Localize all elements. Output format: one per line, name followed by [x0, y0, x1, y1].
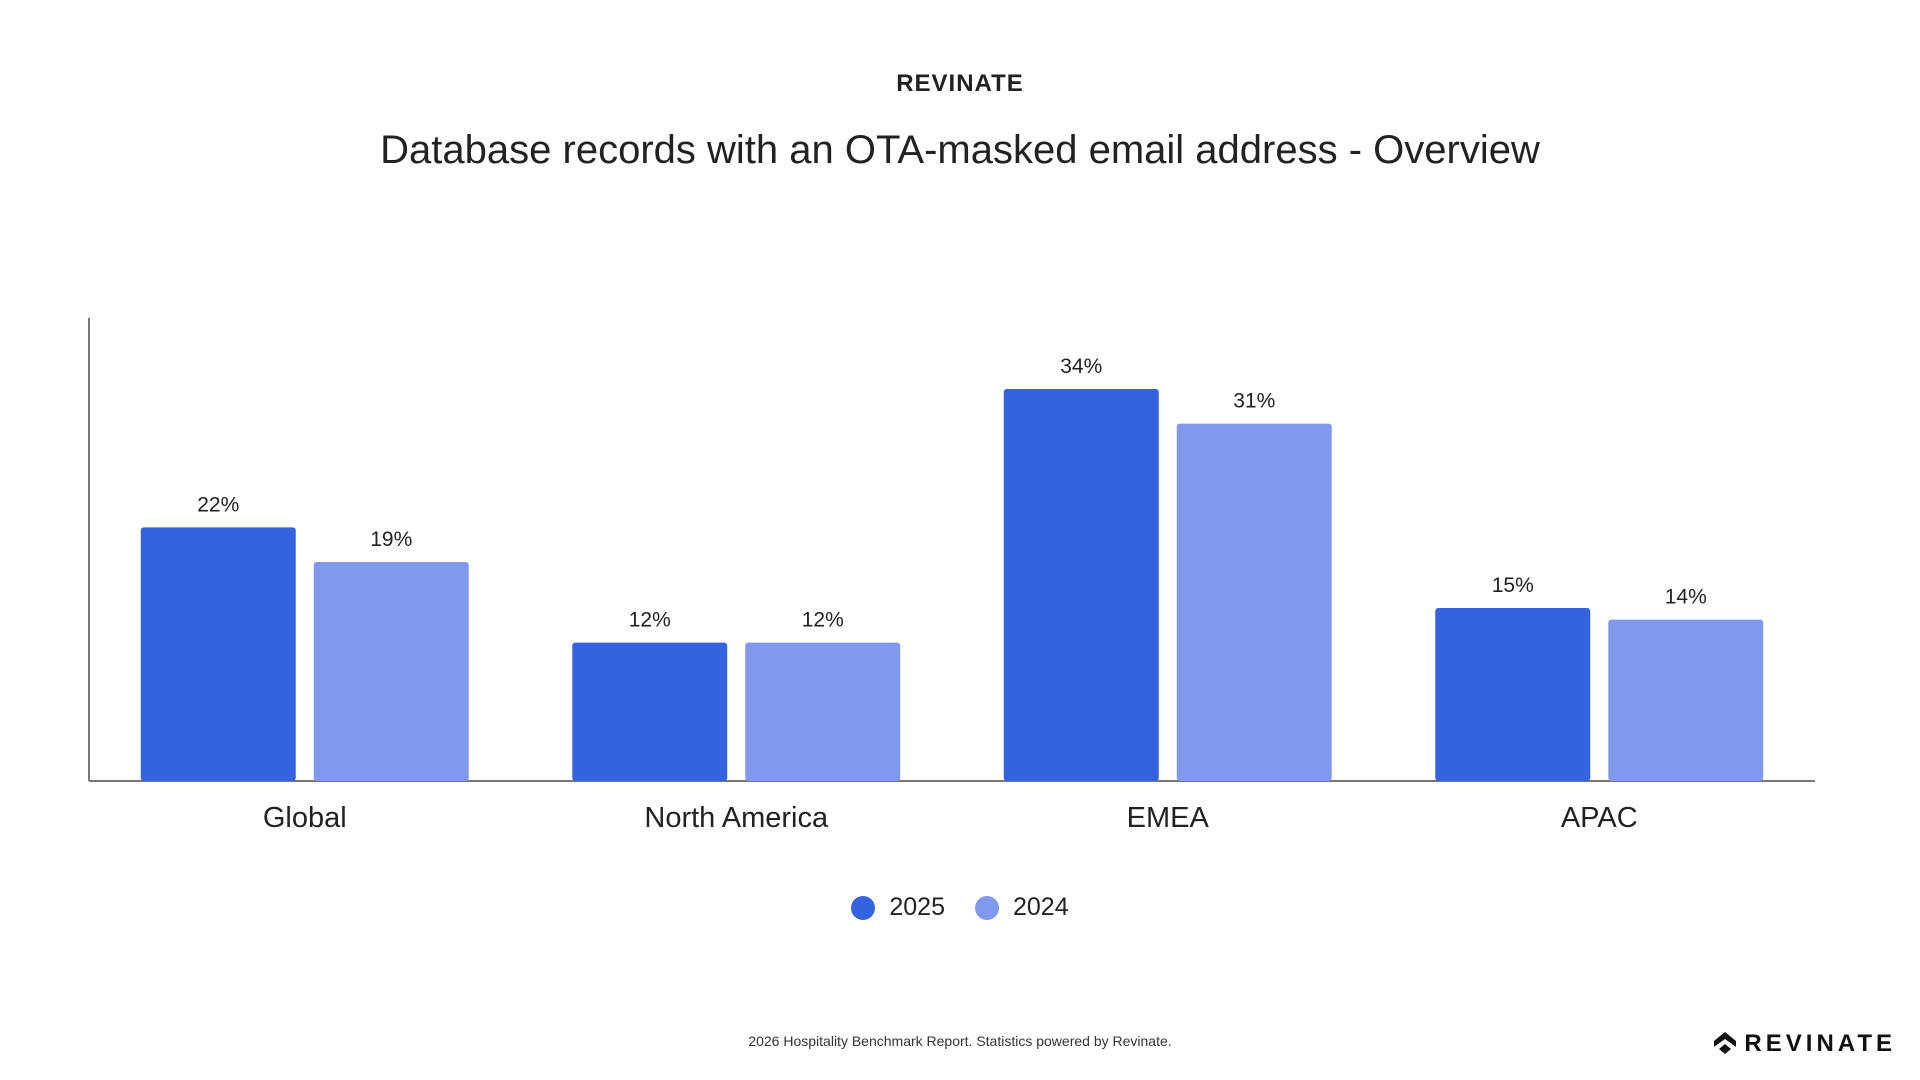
logo-text: REVINATE — [1744, 1030, 1896, 1057]
legend-item-2024[interactable]: 2024 — [975, 893, 1069, 922]
legend-item-2025[interactable]: 2025 — [851, 893, 945, 922]
revinate-logo: REVINATE — [1714, 1030, 1896, 1058]
data-label: 12% — [802, 609, 844, 632]
revinate-logo-icon — [1714, 1032, 1737, 1054]
bar-2025-emea — [1003, 389, 1159, 781]
brand-header: REVINATE — [896, 70, 1024, 97]
data-label: 15% — [1492, 574, 1534, 597]
bar-2025-apac — [1435, 608, 1591, 781]
bar-2024-north-america — [745, 642, 901, 781]
data-label: 19% — [370, 528, 412, 551]
legend-marker-icon — [975, 895, 999, 920]
data-label: 31% — [1233, 390, 1275, 413]
x-tick-label: North America — [644, 802, 829, 834]
legend-marker-icon — [851, 895, 876, 920]
legend-label: 2025 — [889, 893, 945, 921]
footer-note: 2026 Hospitality Benchmark Report. Stati… — [748, 1033, 1172, 1049]
data-label: 22% — [197, 493, 239, 516]
data-label: 12% — [629, 609, 671, 632]
data-label: 14% — [1665, 586, 1707, 609]
bar-2025-north-america — [572, 642, 728, 781]
bar-2024-global — [313, 561, 469, 781]
legend: 2025 2024 — [0, 893, 1920, 922]
bar-2024-emea — [1176, 423, 1332, 781]
x-tick-label: Global — [263, 802, 347, 834]
chart-title: Database records with an OTA-masked emai… — [380, 128, 1540, 172]
data-label: 34% — [1060, 355, 1102, 378]
legend-label: 2024 — [1013, 893, 1069, 921]
x-tick-label: APAC — [1561, 802, 1638, 834]
x-tick-label: EMEA — [1127, 802, 1210, 834]
bar-2024-apac — [1608, 619, 1764, 781]
bar-2025-global — [140, 527, 296, 781]
